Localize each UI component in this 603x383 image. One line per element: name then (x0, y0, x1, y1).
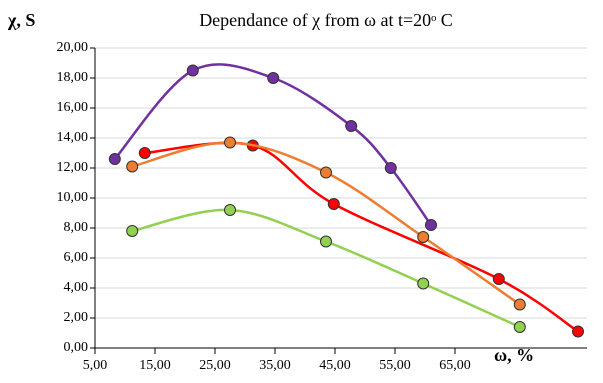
data-point (320, 166, 332, 179)
data-point (224, 136, 236, 149)
y-tick-label: 10,00 (57, 190, 89, 205)
x-tick-label: 15,00 (139, 358, 171, 373)
data-point (138, 147, 151, 159)
y-tick-label: 12,00 (57, 160, 89, 175)
x-tick-label: 65,00 (439, 358, 471, 373)
data-point (513, 298, 526, 311)
x-tick-label: 45,00 (319, 358, 351, 373)
data-point (572, 325, 584, 338)
data-point (126, 160, 139, 173)
x-axis-title: ω, % (494, 345, 534, 365)
data-point (425, 219, 437, 231)
data-point (417, 277, 430, 290)
data-point (126, 225, 139, 237)
y-tick-label: 16,00 (57, 100, 89, 115)
data-point (327, 198, 340, 210)
y-tick-label: 4,00 (64, 280, 89, 295)
data-point (320, 235, 332, 248)
series-line (131, 208, 521, 329)
y-tick-label: 2,00 (64, 310, 89, 325)
series-line (144, 141, 579, 333)
data-point (384, 162, 397, 174)
y-tick-label: 6,00 (64, 250, 89, 265)
data-point (513, 321, 526, 333)
x-tick-label: 55,00 (379, 358, 411, 373)
chart-title: Dependance of χ from ω at t=20ᵒ C (199, 10, 453, 30)
y-tick-label: 18,00 (57, 70, 89, 85)
data-point (492, 273, 505, 285)
data-point (108, 153, 121, 165)
data-point (186, 64, 199, 77)
y-tick-label: 14,00 (57, 130, 89, 145)
x-tick-label: 35,00 (259, 358, 291, 373)
y-tick-label: 20,00 (57, 40, 89, 55)
data-point (224, 204, 236, 216)
series-line (113, 63, 433, 226)
data-point (417, 231, 430, 243)
y-tick-label: 0,00 (64, 340, 89, 355)
data-point (345, 120, 358, 132)
x-tick-label: 5,00 (83, 358, 108, 373)
data-point (267, 72, 280, 84)
y-axis-title: χ, S (7, 10, 35, 30)
x-tick-label: 25,00 (199, 358, 231, 373)
y-tick-label: 8,00 (64, 220, 89, 235)
